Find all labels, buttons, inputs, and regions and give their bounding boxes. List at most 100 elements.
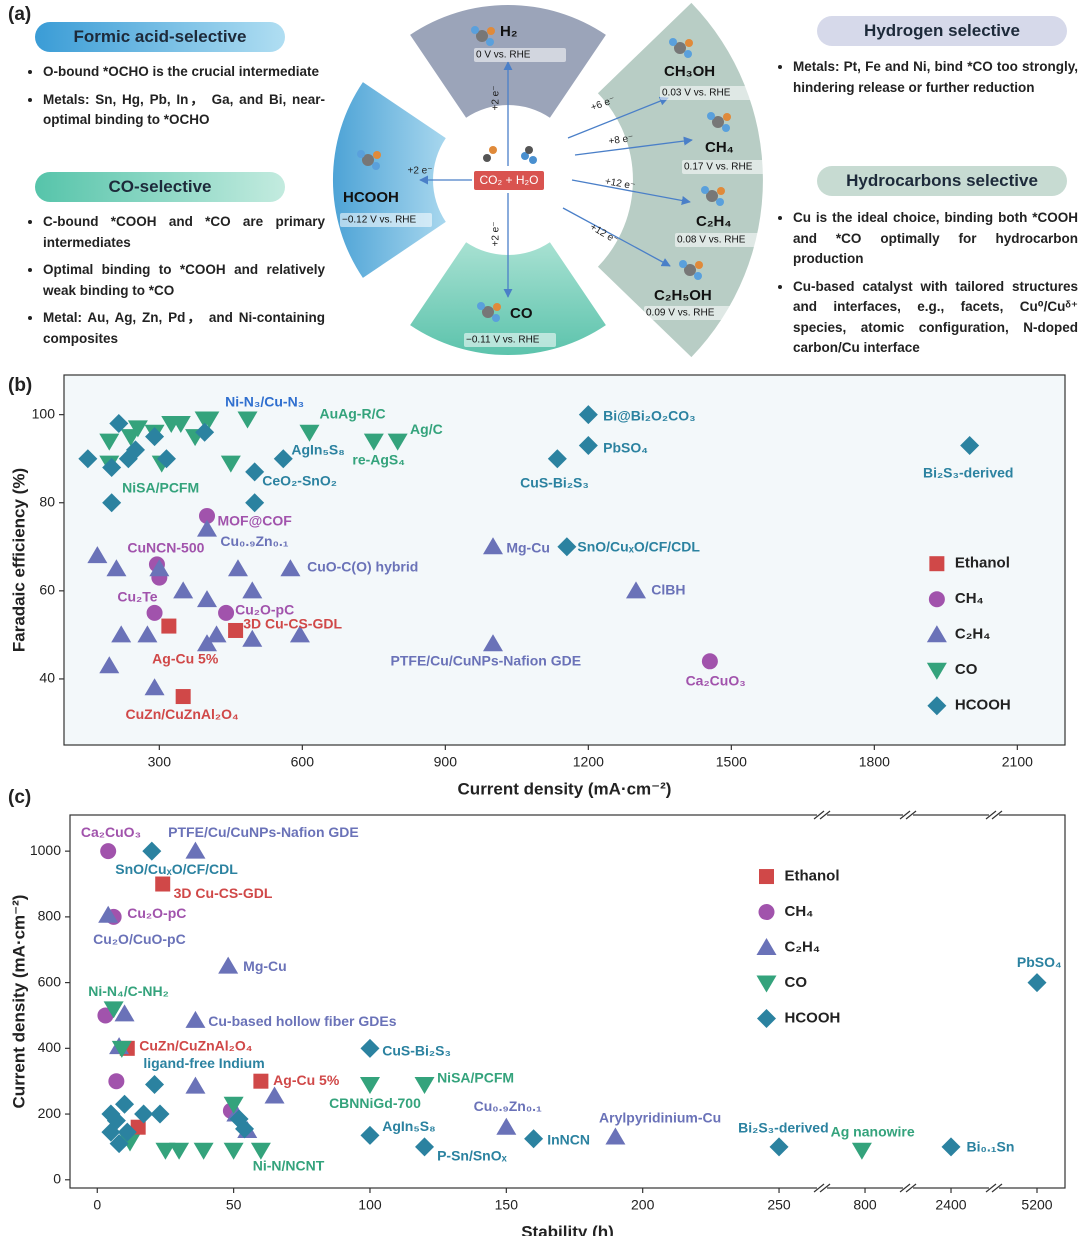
axis-break-mark xyxy=(813,1183,825,1193)
point-label: CuS-Bi₂S₃ xyxy=(382,1042,451,1058)
product-potential: 0 V vs. RHE xyxy=(476,50,531,61)
marker-square xyxy=(253,1073,269,1089)
molecule-atom xyxy=(669,38,677,46)
point-label: MOF@COF xyxy=(217,512,292,528)
legend-marker xyxy=(758,904,775,921)
potential-bg xyxy=(464,333,556,347)
point-label: CeO₂-SnO₂ xyxy=(262,472,337,488)
marker-triangle-down xyxy=(387,433,408,451)
molecule-atom xyxy=(477,302,485,310)
product-potential: 0.17 V vs. RHE xyxy=(684,162,753,173)
point-label: 3D Cu-CS-GDL xyxy=(243,615,342,631)
product-name: C₂H₄ xyxy=(696,213,731,230)
point-label: NiSA/PCFM xyxy=(437,1069,514,1085)
marker-circle xyxy=(218,604,235,621)
point-label: PTFE/Cu/CuNPs-Nafion GDE xyxy=(168,824,359,840)
legend-marker xyxy=(756,938,777,956)
bullet: O-bound *OCHO is the crucial intermediat… xyxy=(43,62,325,83)
point-label: Ni-N₄/C-NH₂ xyxy=(88,983,169,999)
bullet: Cu-based catalyst with tailored structur… xyxy=(793,277,1078,359)
bullet: Optimal binding to *COOH and relatively … xyxy=(43,260,325,301)
point-label: Cu₂O/CuO-pC xyxy=(93,931,186,947)
marker-triangle-down xyxy=(170,415,191,433)
x-tick-label: 5200 xyxy=(1021,1197,1052,1213)
reaction-arrow xyxy=(574,136,693,156)
marker-triangle-up xyxy=(483,537,503,555)
marker-diamond xyxy=(960,435,980,455)
marker-triangle-up xyxy=(197,634,217,652)
x-tick-label: 2100 xyxy=(1002,754,1033,770)
molecule-atom xyxy=(372,162,380,170)
marker-triangle-up xyxy=(206,625,227,643)
point-label: Cu₂O-pC xyxy=(235,601,294,617)
molecule-atom xyxy=(357,150,365,158)
marker-triangle-up xyxy=(99,656,120,674)
marker-diamond xyxy=(578,435,598,455)
legend-marker xyxy=(759,869,774,885)
point-label: P-Sn/SnOₓ xyxy=(437,1147,508,1163)
x-tick-label: 0 xyxy=(93,1197,101,1213)
molecule-atom xyxy=(694,272,702,280)
marker-diamond xyxy=(360,1038,380,1058)
point-label: SnO/CuₓO/CF/CDL xyxy=(115,861,238,877)
marker-triangle-up xyxy=(242,629,263,647)
point-label: Ca₂CuO₃ xyxy=(686,673,746,689)
molecule-atom xyxy=(373,151,381,159)
marker-diamond xyxy=(101,1122,121,1142)
point-label: Cu₂O-pC xyxy=(127,905,186,921)
molecule-atom xyxy=(684,50,692,58)
molecule-atom xyxy=(492,314,500,322)
marker-triangle-down xyxy=(250,1142,271,1160)
point-label: PbSO₄ xyxy=(1017,954,1062,970)
marker-triangle-down xyxy=(220,455,241,473)
reaction-arrow xyxy=(562,207,671,267)
marker-triangle-down xyxy=(851,1142,872,1160)
molecule-atom xyxy=(521,152,529,160)
x-tick-label: 2400 xyxy=(935,1197,966,1213)
legend-label: HCOOH xyxy=(785,1010,841,1027)
point-label: Mg-Cu xyxy=(506,540,550,556)
molecule-atom xyxy=(476,30,488,42)
molecule-atom xyxy=(483,154,491,162)
point-label: ClBH xyxy=(651,582,685,598)
legend-label: Ethanol xyxy=(785,868,840,885)
axis-break-gap xyxy=(989,812,1000,818)
molecule-atom xyxy=(712,116,724,128)
molecule-atom xyxy=(706,190,718,202)
product-name: CO xyxy=(510,305,533,322)
point-label: AgIn₅S₈ xyxy=(382,1118,435,1134)
product-name: CH₃OH xyxy=(664,63,715,80)
marker-triangle-up xyxy=(218,956,239,974)
marker-triangle-down xyxy=(363,433,384,451)
point-label: Ni-N/NCNT xyxy=(253,1157,325,1173)
marker-diamond xyxy=(109,413,129,433)
x-tick-label: 1500 xyxy=(716,754,747,770)
electron-label: +12 e⁻ xyxy=(588,222,620,247)
product-name: H₂ xyxy=(500,23,518,40)
molecule-atom xyxy=(529,156,537,164)
y-tick-label: 400 xyxy=(38,1039,62,1055)
marker-triangle-down xyxy=(237,411,258,429)
legend-marker xyxy=(757,1009,776,1029)
bullet-list: Metals: Pt, Fe and Ni, bind *CO too stro… xyxy=(783,57,1078,105)
marker-triangle-up xyxy=(98,905,119,923)
marker-triangle-down xyxy=(359,1076,380,1094)
molecule-atom xyxy=(482,306,494,318)
legend-label: C₂H₄ xyxy=(785,939,820,956)
x-tick-label: 1200 xyxy=(573,754,604,770)
point-label: CuZn/CuZnAl₂O₄ xyxy=(125,706,238,722)
legend-label: Ethanol xyxy=(955,555,1010,572)
marker-triangle-down xyxy=(127,420,148,438)
marker-square xyxy=(228,622,244,638)
group-title: CO-selective xyxy=(35,172,285,202)
marker-diamond xyxy=(78,449,98,469)
point-label: SnO/CuₓO/CF/CDL xyxy=(577,538,700,554)
bullet: Metals: Sn, Hg, Pb, In， Ga, and Bi, near… xyxy=(43,90,325,131)
x-tick-label: 50 xyxy=(226,1197,242,1213)
molecule-atom xyxy=(716,198,724,206)
bullet-list: C-bound *COOH and *CO are primary interm… xyxy=(33,212,325,356)
marker-diamond xyxy=(156,449,176,469)
legend-label: CO xyxy=(785,974,808,991)
point-label: Bi@Bi₂O₂CO₃ xyxy=(603,408,695,424)
marker-triangle-up xyxy=(173,581,194,599)
